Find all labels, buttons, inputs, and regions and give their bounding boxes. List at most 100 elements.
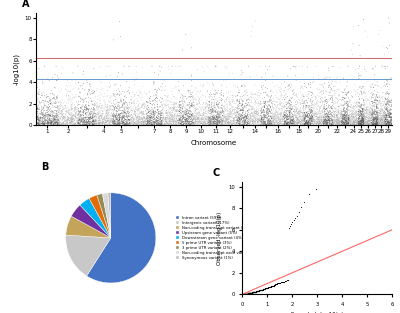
Point	[239, 292, 246, 297]
Point	[257, 288, 263, 293]
Point	[242, 291, 248, 296]
Point	[212, 117, 219, 122]
Point	[53, 100, 60, 105]
Point	[245, 291, 251, 296]
Point	[147, 121, 153, 126]
Point	[69, 106, 75, 111]
Point	[308, 109, 314, 114]
Point	[224, 121, 230, 126]
Point	[146, 109, 152, 114]
Point	[271, 123, 278, 128]
Point	[172, 107, 178, 112]
Point	[363, 114, 369, 119]
Point	[302, 120, 308, 125]
Point	[270, 121, 277, 126]
Point	[315, 121, 322, 126]
Point	[198, 116, 204, 121]
Point	[127, 112, 133, 117]
Point	[40, 116, 46, 121]
Point	[187, 109, 193, 114]
Point	[364, 111, 370, 116]
Point	[99, 120, 106, 125]
Point	[140, 122, 147, 127]
Point	[36, 121, 42, 126]
Point	[343, 121, 349, 126]
Point	[172, 109, 178, 114]
Point	[221, 119, 228, 124]
Point	[260, 287, 267, 292]
Point	[55, 118, 62, 123]
Point	[338, 122, 344, 127]
Point	[266, 118, 273, 123]
Point	[139, 97, 145, 102]
Point	[329, 104, 335, 109]
Point	[231, 109, 238, 114]
Point	[260, 287, 266, 292]
Point	[141, 120, 147, 125]
Point	[57, 121, 63, 126]
Point	[310, 119, 316, 124]
Point	[39, 110, 45, 115]
Point	[200, 122, 206, 127]
Point	[344, 120, 350, 125]
Point	[386, 115, 393, 120]
Point	[363, 119, 370, 124]
Point	[269, 121, 276, 126]
Point	[263, 115, 269, 120]
Point	[253, 109, 259, 114]
Point	[360, 123, 366, 128]
Point	[180, 83, 186, 88]
Point	[124, 122, 130, 127]
Point	[179, 109, 186, 114]
Point	[359, 111, 365, 116]
Point	[297, 116, 304, 121]
Point	[363, 111, 369, 116]
Point	[68, 113, 74, 118]
Point	[341, 119, 347, 124]
Point	[243, 120, 250, 125]
Point	[340, 95, 346, 100]
Point	[308, 103, 314, 108]
Point	[90, 90, 96, 95]
Point	[257, 119, 264, 124]
Point	[328, 117, 335, 122]
Point	[150, 115, 156, 120]
Point	[242, 291, 249, 296]
Point	[248, 107, 254, 112]
Point	[90, 113, 96, 118]
Point	[322, 108, 328, 113]
Point	[171, 101, 177, 106]
Point	[73, 107, 79, 112]
Point	[270, 115, 277, 121]
Point	[368, 121, 374, 126]
Point	[62, 115, 69, 120]
Point	[301, 81, 308, 86]
Point	[274, 120, 280, 125]
Point	[211, 114, 218, 119]
Point	[216, 118, 222, 123]
Point	[150, 109, 156, 114]
Point	[122, 118, 128, 123]
Point	[242, 121, 248, 126]
Point	[136, 122, 142, 127]
Point	[86, 87, 93, 92]
Point	[296, 109, 303, 114]
Point	[124, 106, 131, 111]
Point	[296, 120, 302, 125]
Point	[242, 291, 248, 296]
Point	[266, 120, 272, 125]
Point	[244, 291, 251, 296]
Point	[224, 65, 230, 70]
Point	[192, 97, 199, 102]
Point	[279, 119, 286, 124]
Point	[344, 115, 350, 120]
Point	[129, 115, 135, 121]
Point	[271, 121, 277, 126]
Point	[360, 114, 366, 119]
Point	[193, 106, 199, 111]
Point	[304, 122, 311, 127]
Point	[151, 113, 158, 118]
Point	[367, 122, 373, 127]
Point	[222, 119, 228, 124]
Point	[121, 121, 127, 126]
